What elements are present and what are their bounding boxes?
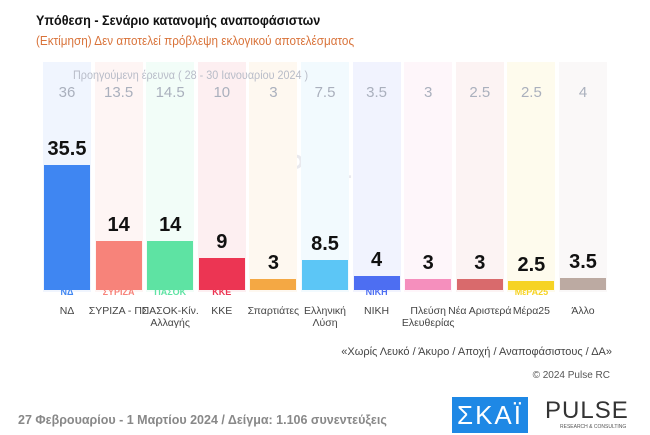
value-label: 35.5 xyxy=(47,138,87,160)
skai-logo: ΣΚΑΪ xyxy=(452,397,528,433)
previous-survey-label: Προηγούμενη έρευνα ( 28 - 30 Ιανουαρίου … xyxy=(73,68,309,82)
party-logo xyxy=(560,287,606,301)
bar xyxy=(456,279,503,290)
party-logo: ΣΥΡΙΖΑ xyxy=(102,287,135,297)
value-label: 4 xyxy=(371,248,383,271)
party-name: ΝΔ xyxy=(59,305,75,317)
previous-value: 10 xyxy=(213,84,231,101)
bar xyxy=(44,165,90,290)
bar xyxy=(250,279,297,290)
party-name: Σπαρτιάτες xyxy=(247,305,300,317)
value-label: 3 xyxy=(267,252,279,275)
previous-value: 2.5 xyxy=(520,84,542,101)
value-label: 14 xyxy=(107,213,130,236)
value-label: 3 xyxy=(474,252,486,275)
value-label: 8.5 xyxy=(311,233,339,256)
party-name: Πλεύση Ελευθερίας xyxy=(401,305,455,329)
previous-value: 14.5 xyxy=(155,84,185,101)
exclusion-note: «Χωρίς Λευκό / Άκυρο / Αποχή / Αναποφάσι… xyxy=(341,346,612,358)
party-logo xyxy=(405,287,451,301)
party-name: ΚΚΕ xyxy=(211,305,233,317)
value-label: 3.5 xyxy=(569,250,597,273)
previous-value: 13.5 xyxy=(103,84,134,101)
column-background xyxy=(352,62,401,292)
party-logo: ΠΑΣΟΚ xyxy=(154,287,187,297)
bar xyxy=(405,279,452,290)
value-label: 14 xyxy=(159,213,182,236)
party-name: Άλλο xyxy=(571,305,595,317)
column-background xyxy=(559,62,607,292)
previous-value: 2.5 xyxy=(469,84,491,101)
party-logo xyxy=(457,287,503,301)
party-logo: ΝΔ xyxy=(60,287,74,297)
party-name: ΣΥΡΙΖΑ - ΠΣ xyxy=(88,305,149,317)
party-logo: ΜέΡΑ25 xyxy=(514,287,549,297)
previous-value: 4 xyxy=(578,84,588,101)
pulse-logo: PULSE xyxy=(545,397,629,424)
column-background xyxy=(455,62,504,292)
bar xyxy=(302,260,348,290)
party-name: Μέρα25 xyxy=(512,305,550,317)
bar xyxy=(95,240,142,290)
column-background xyxy=(404,62,453,292)
previous-value: 3 xyxy=(269,84,278,101)
bar xyxy=(560,277,606,290)
chart-subtitle: (Εκτίμηση) Δεν αποτελεί πρόβλεψη εκλογικ… xyxy=(36,33,355,48)
party-name: ΝΙΚΗ xyxy=(364,305,390,317)
value-label: 9 xyxy=(216,231,228,254)
previous-value: 7.5 xyxy=(314,84,336,101)
party-logo xyxy=(250,287,296,301)
party-name: ΠΑΣΟΚ-Κίν. Αλλαγής xyxy=(141,305,199,329)
party-logo: ΝΙΚΗ xyxy=(365,287,388,297)
chart-title: Υπόθεση - Σενάριο κατανομής αναποφάσιστω… xyxy=(36,12,321,28)
previous-value: 36 xyxy=(58,84,76,101)
party-logo xyxy=(302,287,348,301)
previous-value: 3 xyxy=(424,84,433,101)
bar xyxy=(353,275,400,290)
party-logo: ΚΚΕ xyxy=(212,287,232,297)
pulse-logo-sub: RESEARCH & CONSULTING xyxy=(560,424,627,430)
previous-value: 3.5 xyxy=(366,84,388,101)
column-background xyxy=(197,62,246,292)
column-background xyxy=(507,62,556,292)
column-background xyxy=(301,62,349,292)
column-background xyxy=(249,62,298,292)
copyright: © 2024 Pulse RC xyxy=(532,370,610,381)
bar xyxy=(147,240,194,290)
bar xyxy=(198,258,245,290)
value-label: 3 xyxy=(422,252,434,275)
party-name: Νέα Αριστερά xyxy=(448,305,512,317)
bar xyxy=(508,281,555,290)
value-label: 2.5 xyxy=(517,254,546,277)
survey-footer: 27 Φεβρουαρίου - 1 Μαρτίου 2024 / Δείγμα… xyxy=(18,413,387,427)
party-name: Ελληνική Λύση xyxy=(303,305,346,329)
